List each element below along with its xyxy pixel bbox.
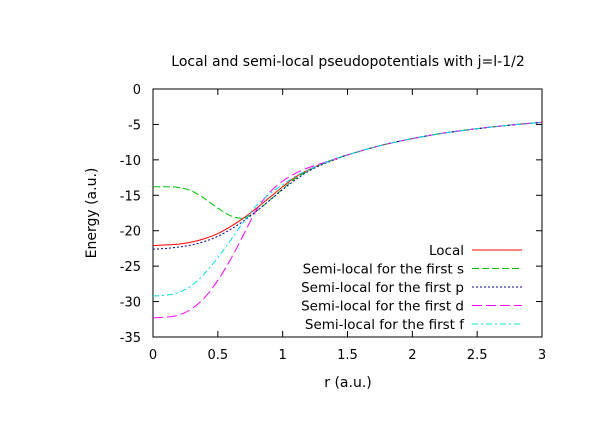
chart-title: Local and semi-local pseudopotentials wi… [171, 54, 524, 70]
series-line-1 [152, 121, 543, 247]
x-tick-label: 1.5 [337, 348, 358, 363]
legend-label: Semi-local for the first f [305, 317, 465, 333]
legend-label: Semi-local for the first d [301, 299, 464, 315]
y-tick-label: -20 [120, 225, 141, 240]
legend-label: Semi-local for the first s [303, 262, 464, 278]
y-axis-label: Energy (a.u.) [84, 168, 100, 259]
legend-label: Local [429, 243, 464, 259]
series-line-5 [152, 121, 543, 297]
series-line-3 [152, 121, 543, 250]
y-tick-label: -10 [120, 154, 141, 169]
series-line-2 [152, 121, 543, 219]
y-tick-label: -35 [120, 331, 141, 346]
x-tick-label: 2 [408, 348, 416, 363]
x-tick-label: 2.5 [467, 348, 488, 363]
y-tick-label: -5 [128, 118, 141, 133]
y-tick-label: 0 [133, 83, 141, 98]
x-tick-label: 0 [149, 348, 157, 363]
y-tick-label: -25 [120, 260, 141, 275]
x-tick-label: 0.5 [207, 348, 228, 363]
legend-label: Semi-local for the first p [301, 280, 464, 296]
x-tick-label: 3 [538, 348, 546, 363]
y-axis: 0 -5 -10 -15 -20 -25 -30 -35 [120, 83, 542, 346]
x-axis: 0 0.5 1 1.5 2 2.5 3 [149, 89, 546, 363]
y-tick-label: -30 [120, 296, 141, 311]
y-tick-label: -15 [120, 189, 141, 204]
x-axis-label: r (a.u.) [324, 375, 371, 391]
legend: Local Semi-local for the first s Semi-loca… [301, 243, 522, 333]
x-tick-label: 1 [279, 348, 287, 363]
series-lines [152, 121, 543, 319]
